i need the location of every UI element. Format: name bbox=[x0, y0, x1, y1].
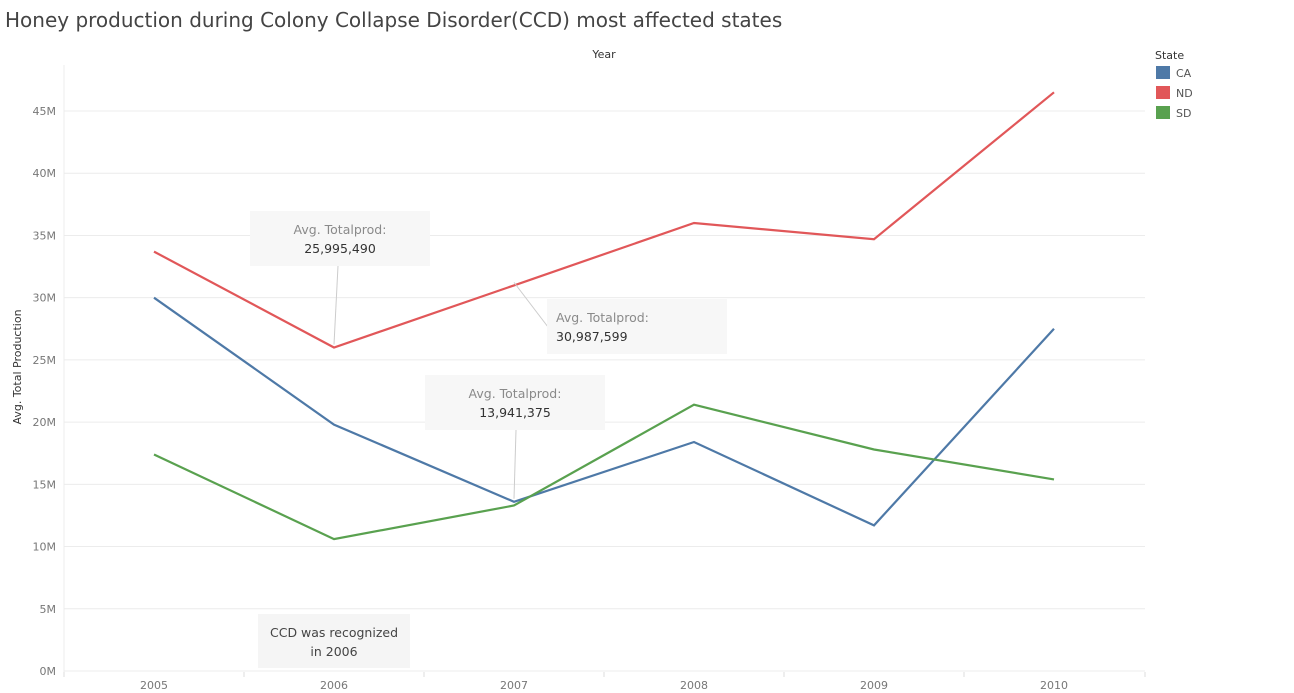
annotation-box bbox=[547, 299, 727, 354]
chart-title: Honey production during Colony Collapse … bbox=[5, 8, 782, 32]
annotations-layer: Avg. Totalprod: 25,995,490 Avg. Totalprod:… bbox=[250, 211, 727, 499]
notes-layer: CCD was recognized in 2006 bbox=[258, 614, 410, 668]
y-tick-label: 15M bbox=[33, 478, 57, 491]
annotation-box bbox=[425, 375, 605, 430]
x-axis-ticks: 2005 2006 2007 2008 2009 2010 bbox=[63, 672, 1146, 692]
note-text: in 2006 bbox=[310, 644, 357, 659]
y-axis-title: Avg. Total Production bbox=[11, 309, 24, 424]
x-tick-label: 2010 bbox=[1040, 679, 1068, 692]
y-tick-label: 30M bbox=[33, 292, 57, 305]
note-box bbox=[258, 614, 410, 668]
series-layer bbox=[153, 91, 1055, 541]
y-tick-label: 5M bbox=[40, 603, 57, 616]
legend-swatch-ca[interactable] bbox=[1156, 66, 1170, 79]
x-tick-label: 2008 bbox=[680, 679, 708, 692]
x-tick-label: 2007 bbox=[500, 679, 528, 692]
annotation-box bbox=[250, 211, 430, 266]
annotation-leader bbox=[513, 429, 517, 499]
annotation-value: 30,987,599 bbox=[556, 329, 628, 344]
series-line-ca[interactable] bbox=[153, 296, 1055, 527]
legend-label-sd[interactable]: SD bbox=[1176, 107, 1191, 120]
y-tick-label: 10M bbox=[33, 541, 57, 554]
x-tick-label: 2006 bbox=[320, 679, 348, 692]
y-tick-label: 0M bbox=[40, 665, 57, 678]
series-line-nd[interactable] bbox=[153, 91, 1055, 349]
annotation-leader bbox=[333, 265, 339, 345]
legend-label-ca[interactable]: CA bbox=[1176, 67, 1192, 80]
series-line-sd[interactable] bbox=[153, 403, 1055, 541]
legend-swatch-nd[interactable] bbox=[1156, 86, 1170, 99]
annotation-title: Avg. Totalprod: bbox=[469, 386, 562, 401]
legend-title: State bbox=[1155, 49, 1184, 62]
y-tick-label: 45M bbox=[33, 105, 57, 118]
x-axis-title: Year bbox=[591, 48, 616, 61]
annotation-leader bbox=[513, 282, 549, 328]
annotation-value: 25,995,490 bbox=[304, 241, 376, 256]
annotation-title: Avg. Totalprod: bbox=[294, 222, 387, 237]
annotation-title: Avg. Totalprod: bbox=[556, 310, 649, 325]
legend-swatch-sd[interactable] bbox=[1156, 106, 1170, 119]
y-tick-label: 25M bbox=[33, 354, 57, 367]
legend: State CA ND SD bbox=[1155, 49, 1193, 120]
note-text: CCD was recognized bbox=[270, 625, 398, 640]
y-tick-label: 20M bbox=[33, 416, 57, 429]
x-tick-label: 2009 bbox=[860, 679, 888, 692]
legend-label-nd[interactable]: ND bbox=[1176, 87, 1193, 100]
y-tick-label: 35M bbox=[33, 229, 57, 242]
y-axis-ticks: 0M 5M 10M 15M 20M 25M 30M 35M 40M 45M bbox=[33, 105, 57, 678]
y-tick-label: 40M bbox=[33, 167, 57, 180]
grid-lines bbox=[63, 65, 1145, 672]
annotation-value: 13,941,375 bbox=[479, 405, 551, 420]
x-tick-label: 2005 bbox=[140, 679, 168, 692]
